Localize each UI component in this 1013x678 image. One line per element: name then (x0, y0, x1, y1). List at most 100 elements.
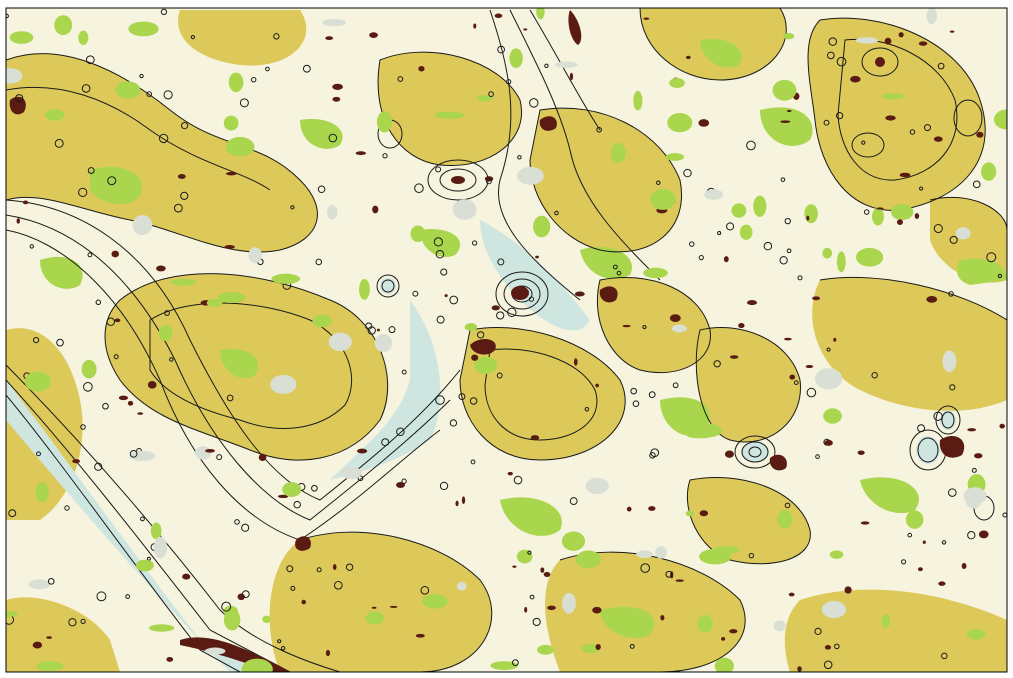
dark-spot (780, 120, 791, 124)
green-patch (434, 111, 465, 119)
dark-spot (833, 337, 837, 342)
light-patch (132, 215, 153, 236)
dark-spot (622, 324, 631, 328)
green-patch (669, 78, 685, 88)
contour-ring (216, 454, 223, 461)
dark-spot (258, 453, 267, 462)
contour-ring (273, 33, 280, 40)
green-patch (44, 109, 65, 121)
dark-spot (355, 151, 367, 156)
dark-spot (177, 174, 186, 179)
contour-ring (793, 380, 799, 385)
light-patch (270, 374, 297, 394)
dark-spot (917, 567, 923, 572)
contour-ring (529, 98, 539, 108)
green-patch (422, 594, 448, 609)
dark-spot (824, 645, 831, 650)
dark-spot (389, 605, 398, 608)
contour-ring (616, 270, 622, 276)
dark-spot (332, 564, 337, 570)
dark-spot (277, 494, 289, 499)
contour-ring (814, 627, 822, 635)
contour-ring (780, 177, 786, 182)
contour-ring (513, 475, 523, 485)
contour-ring (6, 13, 9, 19)
contour-ring (901, 559, 907, 565)
contour-ring (8, 509, 17, 518)
dark-spot (806, 215, 810, 221)
dark-spot (301, 599, 307, 605)
dark-spot (698, 119, 710, 127)
contour-ring (129, 449, 138, 458)
contour-ring (656, 180, 661, 185)
contour-ring (265, 66, 270, 72)
green-patch (477, 95, 494, 102)
green-patch (667, 113, 693, 133)
contour-ring (302, 64, 311, 73)
green-patch (148, 624, 175, 632)
contour-ring (107, 176, 117, 186)
green-patch (533, 215, 551, 238)
dark-spot (471, 354, 479, 361)
contour-ring (630, 387, 638, 395)
contour-ring (311, 484, 318, 492)
contour-ring (527, 550, 532, 555)
dark-spot (926, 296, 938, 303)
contour-ring (401, 478, 407, 484)
contour-ring (250, 76, 257, 83)
contour-ring (972, 180, 981, 189)
green-patch (228, 72, 244, 93)
light-patch (327, 204, 338, 220)
dark-spot (787, 109, 792, 113)
green-patch (581, 643, 600, 653)
dark-spot (16, 218, 21, 224)
contour-ring (826, 51, 835, 60)
contour-ring (401, 369, 407, 375)
dark-spot (523, 28, 528, 31)
contour-ring (365, 322, 373, 330)
dark-spot (540, 567, 545, 573)
dark-spot (512, 565, 517, 568)
contour-ring (64, 505, 70, 511)
dark-spot (376, 328, 380, 332)
dark-spot (974, 453, 983, 459)
green-patch (872, 207, 884, 226)
green-patch (150, 522, 162, 540)
dark-spot (899, 172, 911, 178)
dark-spot (111, 250, 120, 258)
dark-spot (844, 586, 852, 594)
dark-spot (660, 615, 665, 621)
contour-ring (497, 45, 505, 54)
contour-ring (496, 311, 505, 320)
contour-ring (544, 63, 549, 69)
dark-spot (938, 581, 946, 586)
contour-ring (823, 660, 833, 670)
dark-spot (574, 291, 585, 297)
green-patch (881, 93, 905, 100)
dark-spot (999, 423, 1005, 429)
light-patch (942, 350, 957, 373)
dark-spot (371, 606, 377, 609)
dark-spot (127, 400, 134, 406)
green-patch (223, 609, 241, 631)
green-patch (981, 162, 997, 181)
contour-ring (436, 315, 445, 324)
contour-ring (941, 652, 948, 660)
dark-spot (884, 37, 892, 45)
contour-ring (948, 488, 957, 497)
dark-spot (978, 530, 989, 539)
green-patch (856, 247, 884, 267)
dark-spot (332, 83, 343, 90)
dark-spot (156, 265, 166, 272)
dark-spot (721, 637, 726, 641)
light-patch (655, 546, 667, 559)
contour-ring (496, 372, 503, 379)
contour-ring (470, 459, 476, 465)
green-patch (777, 509, 793, 529)
contour-ring (863, 209, 870, 215)
dark-spot (812, 296, 821, 301)
green-patch (115, 81, 141, 99)
contour-ring (640, 563, 651, 573)
green-patch (804, 204, 818, 224)
